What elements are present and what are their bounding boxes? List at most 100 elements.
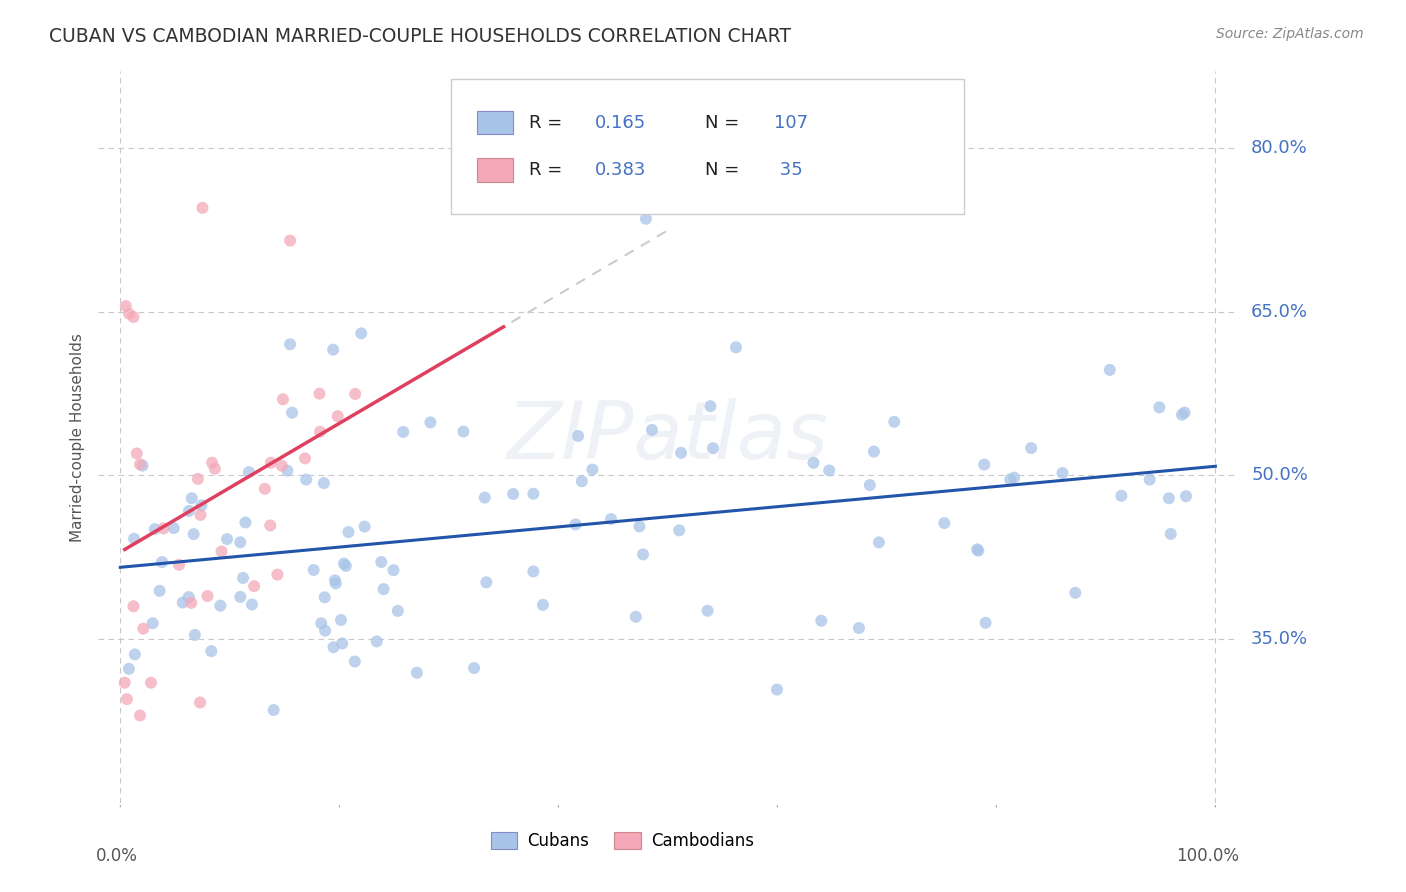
Point (187, 472, 209, 486)
Point (238, 465, 260, 479)
Point (200, 644, 222, 658)
Point (1139, 473, 1161, 487)
Point (190, 499, 212, 513)
Point (387, 604, 409, 618)
Point (115, 692, 138, 706)
Point (211, 544, 233, 558)
Point (883, 415, 905, 429)
Point (810, 614, 832, 628)
Point (330, 613, 353, 627)
Point (326, 409, 349, 424)
Point (201, 456, 224, 470)
Point (143, 522, 166, 536)
Point (215, 532, 238, 546)
Text: 35: 35 (773, 161, 803, 179)
Point (278, 234, 301, 248)
Point (406, 665, 429, 680)
Point (1171, 408, 1194, 422)
Point (240, 598, 263, 612)
Text: 50.0%: 50.0% (1251, 467, 1308, 484)
Point (419, 415, 441, 429)
Point (863, 444, 886, 458)
Point (600, 512, 623, 526)
Point (314, 591, 336, 605)
Point (118, 662, 141, 676)
Point (325, 576, 347, 591)
Point (114, 299, 136, 313)
Point (271, 392, 294, 407)
Text: 35.0%: 35.0% (1251, 630, 1309, 648)
Point (848, 621, 870, 635)
Point (1052, 466, 1074, 480)
Point (1000, 473, 1022, 487)
Point (522, 565, 544, 579)
Point (564, 517, 586, 532)
Point (125, 446, 148, 460)
Text: 80.0%: 80.0% (1251, 139, 1308, 157)
Point (373, 582, 395, 596)
Text: 0.383: 0.383 (595, 161, 647, 179)
Point (333, 557, 356, 571)
Point (322, 640, 344, 655)
Point (1149, 401, 1171, 415)
Text: ZIPatlas: ZIPatlas (506, 398, 830, 476)
Point (366, 634, 388, 648)
Point (184, 628, 207, 642)
Point (699, 399, 721, 413)
Point (309, 425, 332, 439)
Point (702, 441, 724, 455)
Point (180, 596, 202, 610)
Point (167, 558, 190, 572)
Point (624, 610, 647, 624)
Point (1002, 471, 1025, 485)
Point (1019, 441, 1042, 455)
Point (308, 386, 330, 401)
Point (129, 708, 152, 723)
Point (350, 326, 373, 341)
Point (177, 590, 200, 604)
Text: N =: N = (706, 161, 745, 179)
FancyBboxPatch shape (477, 111, 513, 135)
Point (152, 521, 174, 535)
Point (474, 491, 496, 505)
Point (766, 682, 789, 697)
Point (330, 636, 353, 650)
Point (229, 535, 252, 549)
Point (132, 622, 155, 636)
Point (696, 604, 718, 618)
Point (392, 425, 415, 439)
Point (571, 475, 593, 489)
Point (322, 343, 344, 357)
Point (337, 525, 360, 540)
Point (634, 211, 657, 226)
Point (172, 595, 194, 609)
Point (344, 387, 367, 401)
Point (967, 543, 990, 558)
Point (122, 310, 145, 324)
Point (1157, 491, 1180, 506)
Point (139, 675, 162, 690)
Point (281, 406, 304, 420)
Point (163, 521, 186, 535)
Point (668, 524, 690, 538)
Point (581, 462, 603, 476)
FancyBboxPatch shape (477, 159, 513, 182)
Point (253, 482, 276, 496)
Point (260, 456, 283, 470)
Point (243, 579, 266, 593)
Point (276, 464, 298, 478)
Point (669, 446, 692, 460)
Text: 0.0%: 0.0% (96, 847, 138, 864)
Text: R =: R = (529, 113, 568, 131)
Point (124, 648, 146, 662)
Point (278, 337, 301, 351)
Point (382, 563, 405, 577)
Point (1064, 586, 1087, 600)
Point (142, 616, 165, 631)
Point (463, 661, 485, 675)
Point (232, 571, 254, 585)
Point (197, 589, 219, 603)
Point (818, 463, 841, 477)
Point (475, 575, 498, 590)
Text: 0.165: 0.165 (595, 113, 647, 131)
